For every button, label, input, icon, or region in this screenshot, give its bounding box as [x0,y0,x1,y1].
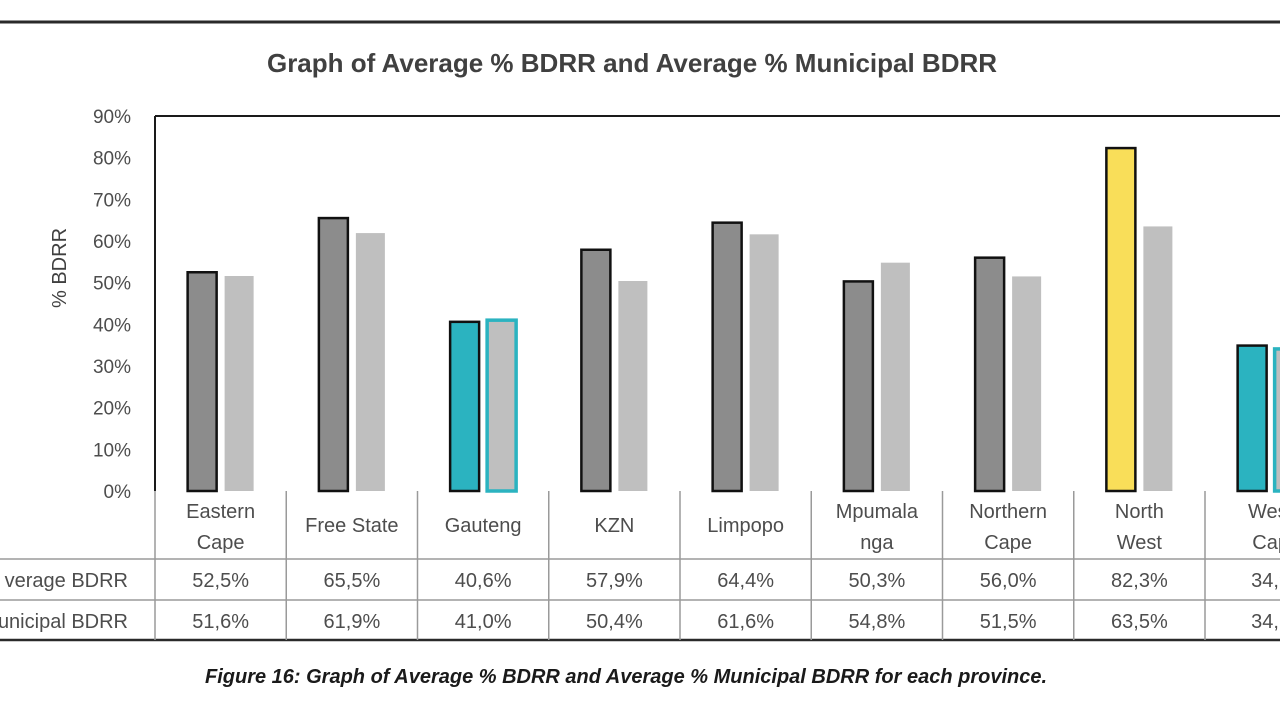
bar-municipal-bdrr [880,262,910,491]
category-label: Cape [984,532,1032,554]
bar-municipal-bdrr [224,276,254,491]
y-tick-label: 50% [93,274,131,295]
category-label: Gauteng [445,515,522,537]
category-label: Mpumala [836,501,919,523]
data-value-label: 63,5% [1111,611,1168,633]
data-table: Eastern Cape Free State Gauteng KZN Limpopo Mp… [0,491,1280,642]
data-value-label: 57,9% [586,570,643,592]
y-tick-label: 70% [93,190,131,211]
y-tick-labels: 0% 10% 20% 30% 40% 50% 60% 70% 80% 90% [93,107,131,503]
data-value-label: 61,9% [324,611,381,633]
bar-average-bdrr [842,280,875,493]
category-label: North [1115,501,1164,523]
bar-municipal-bdrr [355,233,385,492]
data-value-label: 54,8% [849,611,906,633]
category-label: Limpopo [707,515,784,537]
bar-municipal-bdrr [1143,226,1173,491]
bar-average-bdrr [580,248,612,493]
y-tick-label: 0% [104,482,132,503]
category-label: West [1117,532,1163,554]
grid-lines [154,115,1280,491]
bar-average-bdrr [973,256,1006,493]
data-value-label: 50,4% [586,611,643,633]
data-value-label: 41,0% [455,611,512,633]
y-tick-label: 30% [93,357,131,378]
y-tick-label: 20% [93,399,131,420]
bar-average-bdrr [1236,344,1268,493]
category-label: nga [860,532,894,554]
bar-average-bdrr [711,221,743,493]
data-value-label: 52,5% [192,570,249,592]
bar-municipal-bdrr [749,234,779,492]
bar-municipal-bdrr [485,318,518,493]
data-value-label: 34,1 [1251,611,1280,633]
category-label: Cap [1252,532,1280,554]
bar-average-bdrr [317,216,350,493]
category-label: Eastern [186,501,255,523]
chart-title: Graph of Average % BDRR and Average % Mu… [267,48,997,78]
category-label: KZN [594,515,634,537]
series-row-label: unicipal BDRR [0,611,128,633]
bar-municipal-bdrr [1012,276,1042,491]
bdrr-bar-chart: Graph of Average % BDRR and Average % Mu… [0,20,1280,642]
category-label: Free State [305,515,398,537]
y-axis-label: % BDRR [49,228,71,308]
figure-caption: Figure 16: Graph of Average % BDRR and A… [204,666,1048,688]
data-value-label: 50,3% [849,570,906,592]
data-value-label: 64,4% [717,570,774,592]
data-value-label: 34,9 [1251,570,1280,592]
y-tick-label: 40% [93,315,131,336]
bar-average-bdrr [1105,146,1137,493]
data-value-label: 51,6% [192,611,249,633]
data-value-label: 51,5% [980,611,1037,633]
category-label: Cape [197,532,245,554]
bar-average-bdrr [448,320,481,493]
y-tick-label: 90% [93,107,131,128]
bar-municipal-bdrr [618,281,648,491]
bar-municipal-bdrr [1272,347,1280,493]
data-value-label: 56,0% [980,570,1037,592]
series-row-label: verage BDRR [5,570,128,592]
data-value-label: 65,5% [324,570,381,592]
data-value-label: 61,6% [717,611,774,633]
category-label: West [1248,501,1280,523]
data-value-label: 40,6% [455,570,512,592]
y-tick-label: 80% [93,149,131,170]
bar-marks [186,146,1280,493]
y-tick-label: 10% [93,440,131,461]
data-value-label: 82,3% [1111,570,1168,592]
y-tick-label: 60% [93,232,131,253]
category-label: Northern [969,501,1047,523]
bar-average-bdrr [186,271,218,493]
